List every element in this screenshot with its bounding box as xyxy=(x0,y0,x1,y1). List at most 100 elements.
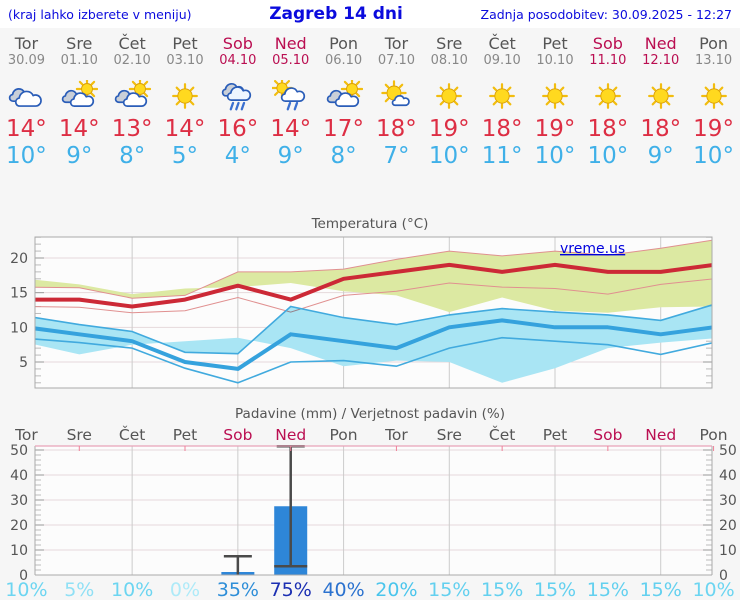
day-column-9: Čet 09.10 18° 11° xyxy=(476,35,529,210)
temp-ytick-label: 20 xyxy=(10,251,28,267)
tmin-band-upper-edge xyxy=(35,304,712,355)
temp-plot-frame xyxy=(34,236,713,389)
mostly-sunny-icon xyxy=(377,80,415,114)
day-name: Ned xyxy=(644,34,677,53)
sunny-icon xyxy=(695,80,733,114)
day-name: Pet xyxy=(542,34,568,53)
tmin-value: 10° xyxy=(693,143,734,169)
rain-icon xyxy=(219,80,257,114)
precip-plot-background xyxy=(35,446,712,575)
day-name: Pet xyxy=(172,34,198,53)
day-date: 13.10 xyxy=(694,53,733,68)
day-column-0: Tor 30.09 14° 10° xyxy=(0,35,53,210)
tmax-value: 14° xyxy=(6,116,47,142)
day-date: 06.10 xyxy=(324,53,363,68)
precip-day-label: Sob xyxy=(223,426,252,444)
cloudy-icon xyxy=(7,80,45,114)
tmax-value: 18° xyxy=(481,116,523,142)
precip-day-label: Sre xyxy=(67,426,92,444)
tmin-value: 10° xyxy=(534,143,576,169)
day-name: Pon xyxy=(699,34,729,53)
day-name: Tor xyxy=(384,34,409,53)
tmin-value: 8° xyxy=(330,143,357,169)
day-date: 01.10 xyxy=(60,53,98,68)
day-column-1: Sre 01.10 14° 9° xyxy=(53,35,106,210)
probability-label: 15% xyxy=(481,579,523,600)
probability-label: 10% xyxy=(5,579,47,600)
probability-label: 75% xyxy=(270,579,312,600)
sunny-icon xyxy=(430,80,468,114)
precipitation-chart: 0 0 10 10 20 20 30 30 40 40 50 50 Padavine (mm) / Ve… xyxy=(5,406,737,600)
precip-ytick-label-left: 30 xyxy=(10,493,28,509)
day-column-4: Sob 04.10 16° 4° xyxy=(211,35,264,210)
day-name: Sre xyxy=(66,34,93,53)
day-column-7: Tor 07.10 18° 7° xyxy=(370,35,423,210)
probability-label: 0% xyxy=(170,579,200,600)
probability-label: 40% xyxy=(322,579,364,600)
tmin-value: 9° xyxy=(277,143,304,169)
temp-ytick-label: 10 xyxy=(10,320,28,336)
menu-hint-text: (kraj lahko izberete v meniju) xyxy=(8,6,192,22)
tmin-value: 8° xyxy=(119,143,146,169)
sunny-icon xyxy=(589,80,627,114)
tmin-value: 4° xyxy=(224,143,251,169)
precip-day-label: Tor xyxy=(14,426,38,444)
probability-label: 5% xyxy=(64,579,94,600)
day-date: 04.10 xyxy=(219,53,257,68)
sunny-icon xyxy=(483,80,521,114)
day-date: 12.10 xyxy=(642,53,680,68)
day-date: 09.10 xyxy=(483,53,521,68)
probability-label: 35% xyxy=(217,579,259,600)
day-name: Sre xyxy=(436,34,463,53)
tmax-band-upper-edge xyxy=(35,239,712,299)
precip-chart-title: Padavine (mm) / Verjetnost padavin (%) xyxy=(235,406,505,422)
tmax-value: 18° xyxy=(587,116,629,142)
day-name: Čet xyxy=(118,34,146,53)
precip-ytick-label-left: 20 xyxy=(10,518,28,534)
sunny-icon xyxy=(642,80,680,114)
day-date: 07.10 xyxy=(377,53,416,68)
precip-ytick-label-right: 10 xyxy=(719,543,737,559)
day-date: 11.10 xyxy=(589,53,627,68)
precip-ytick-label-left: 40 xyxy=(10,468,28,484)
tmax-band-lower-edge xyxy=(35,278,712,314)
precip-day-label: Čet xyxy=(119,425,145,444)
precip-day-label: Sre xyxy=(437,426,462,444)
probability-label: 20% xyxy=(375,579,417,600)
precip-day-label: Sob xyxy=(593,426,622,444)
tmax-value: 17° xyxy=(323,116,364,142)
day-name: Sob xyxy=(222,34,253,53)
tmin-value: 9° xyxy=(66,143,93,169)
probability-label: 15% xyxy=(640,579,682,600)
day-name: Čet xyxy=(488,34,516,53)
day-column-11: Sob 11.10 18° 10° xyxy=(581,35,634,210)
temperature-chart: 5 10 15 20 Temperatura (°C) vreme.us xyxy=(10,216,713,389)
precip-day-label: Čet xyxy=(489,425,515,444)
tmin-value: 11° xyxy=(481,143,523,169)
partly-cloudy-icon xyxy=(60,77,99,114)
day-date: 05.10 xyxy=(272,53,310,68)
temp-chart-title: Temperatura (°C) xyxy=(311,216,429,232)
day-date: 02.10 xyxy=(113,53,151,68)
tmax-line xyxy=(35,262,712,309)
temp-ytick-label: 15 xyxy=(10,286,28,302)
tmax-value: 16° xyxy=(217,116,259,142)
partly-cloudy-icon xyxy=(113,77,152,114)
precip-day-label: Pon xyxy=(330,426,358,444)
tmax-value: 19° xyxy=(534,116,576,142)
tmax-value: 18° xyxy=(376,116,417,142)
tmax-value: 14° xyxy=(164,116,206,142)
page-title: Zagreb 14 dni xyxy=(269,4,403,24)
day-date: 30.09 xyxy=(7,53,46,68)
watermark-link[interactable]: vreme.us xyxy=(560,241,625,257)
tmin-line xyxy=(35,318,712,371)
precip-day-label: Ned xyxy=(645,426,676,444)
precip-day-label: Pet xyxy=(543,426,567,444)
sunny-icon xyxy=(536,80,574,114)
tmax-value: 13° xyxy=(111,116,153,142)
precip-day-label: Pon xyxy=(700,426,728,444)
day-column-12: Ned 12.10 18° 9° xyxy=(634,35,687,210)
tmax-value: 19° xyxy=(693,116,734,142)
precip-day-label: Pet xyxy=(173,426,197,444)
tmax-value: 14° xyxy=(58,116,100,142)
